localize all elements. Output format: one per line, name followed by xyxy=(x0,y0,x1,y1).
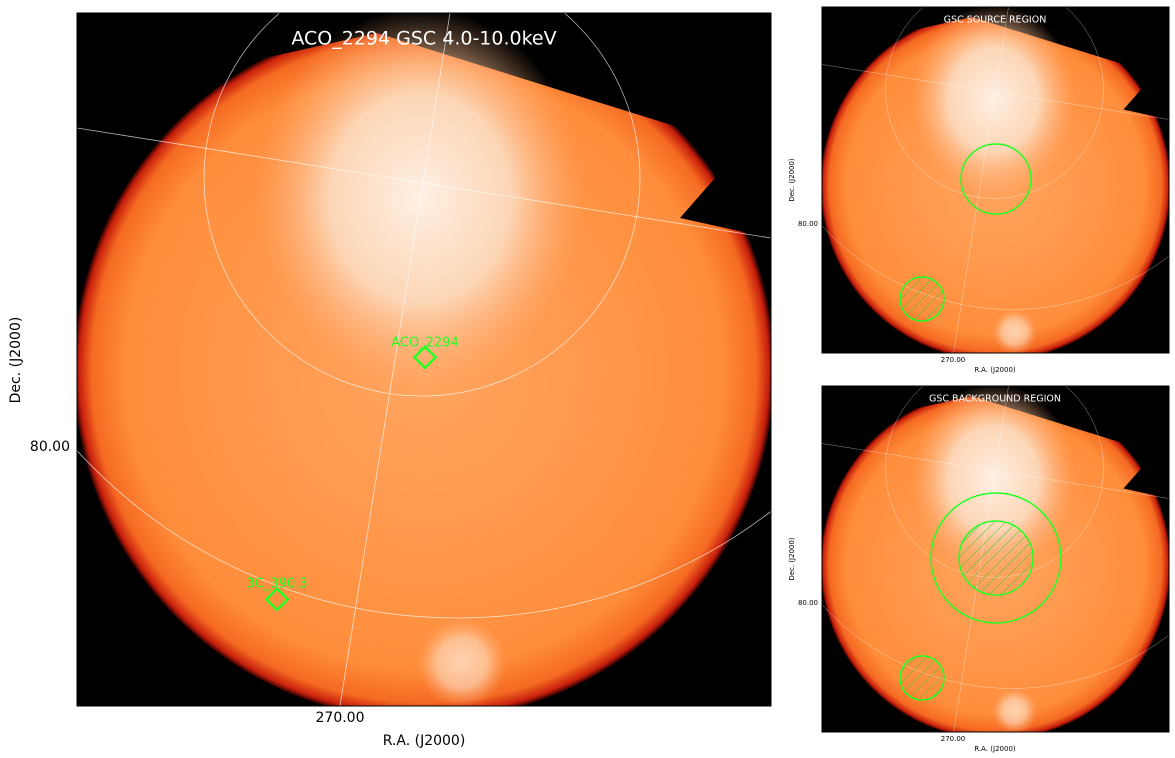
main-title: ACO_2294 GSC 4.0-10.0keV xyxy=(291,28,556,50)
main-frame xyxy=(76,12,772,707)
excluded-region xyxy=(899,655,945,701)
source-image xyxy=(755,0,1175,361)
panel-title: GSC SOURCE REGION xyxy=(944,15,1047,26)
background-region xyxy=(930,492,1062,624)
source-marker xyxy=(412,344,438,370)
x-tick-label: 270.00 xyxy=(941,735,966,743)
x-tick-label: 270.00 xyxy=(316,710,365,726)
y-axis-label: Dec. (J2000) xyxy=(788,158,796,202)
source-frame xyxy=(821,6,1170,354)
excluded-region xyxy=(958,520,1034,596)
x-tick-label: 270.00 xyxy=(941,356,966,364)
source-region xyxy=(960,143,1032,215)
y-tick-label: 80.00 xyxy=(798,220,818,228)
y-tick-label: 80.00 xyxy=(30,439,70,455)
background-frame xyxy=(821,385,1170,733)
source-label: ACO_2294 xyxy=(391,336,459,351)
y-axis-label: Dec. (J2000) xyxy=(788,537,796,581)
x-axis-label: R.A. (J2000) xyxy=(974,366,1016,374)
y-axis-label: Dec. (J2000) xyxy=(8,317,24,404)
source-marker xyxy=(264,586,290,612)
x-axis-label: R.A. (J2000) xyxy=(383,733,466,749)
source-label: 3C_390.3 xyxy=(246,577,307,592)
excluded-region xyxy=(899,276,945,322)
panel-title: GSC BACKGROUND REGION xyxy=(929,394,1061,405)
x-axis-label: R.A. (J2000) xyxy=(974,745,1016,753)
y-tick-label: 80.00 xyxy=(798,599,818,607)
